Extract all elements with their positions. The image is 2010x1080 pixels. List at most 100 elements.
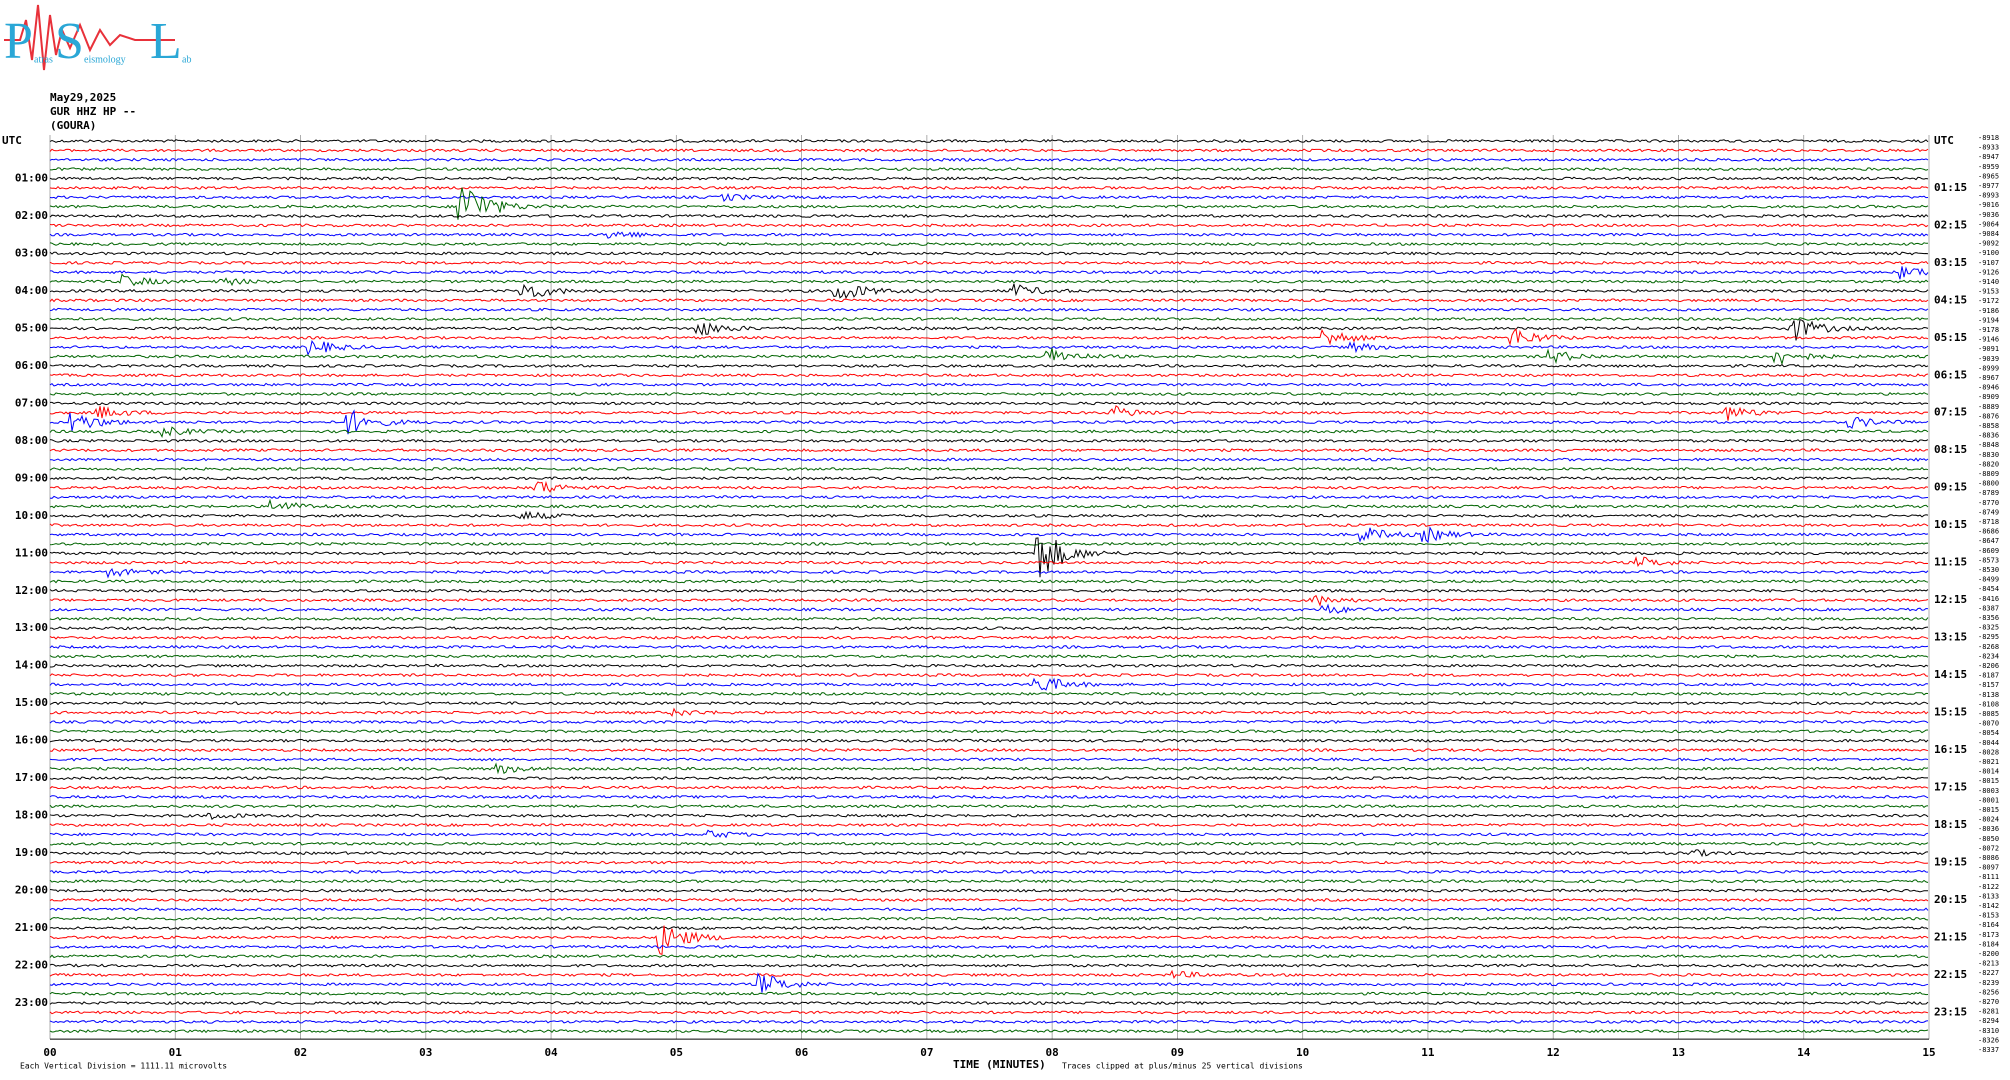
trace [49,925,1929,955]
x-tick-label: 03 [419,1046,432,1059]
trace [49,748,1929,752]
trace [49,498,1929,510]
trace-value: -8789 [1978,489,1999,497]
trace-value: -8187 [1978,672,1999,680]
trace [50,266,1929,280]
trace-value: -8108 [1978,700,1999,708]
trace-value: -8993 [1978,192,1999,200]
trace [49,1010,1929,1015]
trace-value: -8800 [1978,480,1999,488]
trace [49,283,1929,300]
trace [49,1019,1929,1024]
logo-wave [4,4,175,71]
left-time-label: 03:00 [15,246,48,259]
trace [49,438,1929,443]
trace [49,963,1929,968]
left-time-label: 23:00 [15,996,48,1009]
trace [49,510,1929,520]
trace-value: -8085 [1978,710,1999,718]
trace-value: -8133 [1978,892,1999,900]
right-time-label: 03:15 [1934,256,1967,269]
trace [49,691,1929,696]
trace-value: -8021 [1978,758,1999,766]
right-time-label: UTC [1934,134,1954,147]
trace [49,738,1929,743]
trace-value: -8918 [1978,134,1999,142]
trace-value: -8325 [1978,624,1999,632]
trace-value: -8820 [1978,460,1999,468]
division-note: Each Vertical Division = 1111.11 microvo… [20,1062,227,1071]
trace [49,466,1929,471]
trace-value: -8999 [1978,364,1999,372]
trace-value: -8015 [1978,806,1999,814]
right-time-label: 10:15 [1934,518,1967,531]
trace [49,242,1929,247]
trace-value: -8310 [1978,1027,1999,1035]
trace [49,251,1929,256]
trace [49,841,1929,846]
trace [50,401,1929,406]
trace [50,167,1929,172]
trace [49,391,1929,396]
right-time-label: 09:15 [1934,481,1967,494]
trace-value: -9172 [1978,297,1999,305]
right-time-label: 12:15 [1934,593,1967,606]
trace-value: -8184 [1978,940,1999,948]
trace [49,426,1929,438]
trace-value: -8268 [1978,643,1999,651]
logo-text: ab [182,54,191,65]
trace-value: -8454 [1978,585,1999,593]
trace [49,148,1929,153]
trace-value: -9091 [1978,345,1999,353]
trace [49,635,1929,640]
trace [49,480,1929,493]
trace-value: -8967 [1978,374,1999,382]
trace [50,626,1929,631]
trace-value: -8003 [1978,787,1999,795]
logo-text: eismology [84,54,126,65]
right-time-label: 17:15 [1934,781,1967,794]
trace-value: -9178 [1978,326,1999,334]
trace [49,176,1929,181]
trace [49,616,1929,621]
trace [49,231,1929,239]
right-time-label: 21:15 [1934,930,1967,943]
right-time-label: 15:15 [1934,706,1967,719]
trace-value: -8416 [1978,595,1999,603]
trace [49,776,1928,781]
left-time-label: 16:00 [15,734,48,747]
trace-value: -8157 [1978,681,1999,689]
trace-value: -8239 [1978,979,1999,987]
right-time-label: 22:15 [1934,968,1967,981]
trace [50,729,1929,734]
trace [49,185,1929,190]
trace-value: -8809 [1978,470,1999,478]
trace-value: -9153 [1978,288,1999,296]
trace-value: -8909 [1978,393,1999,401]
right-time-label: 01:15 [1934,181,1967,194]
trace-value: -8111 [1978,873,1999,881]
trace-value: -8173 [1978,931,1999,939]
trace [49,916,1929,921]
trace-value: -8044 [1978,739,1999,747]
trace [49,794,1929,799]
trace [49,594,1929,607]
left-time-label: 02:00 [15,209,48,222]
trace [49,926,1929,931]
trace-value: -8281 [1978,1008,1999,1016]
right-time-label: 13:15 [1934,631,1967,644]
trace-value: -8072 [1978,844,1999,852]
trace [49,869,1929,874]
trace-value: -8686 [1978,528,1999,536]
left-time-label: 22:00 [15,959,48,972]
trace-value: -8946 [1978,384,1999,392]
trace-value: -8138 [1978,691,1999,699]
trace-value: -8933 [1978,144,1999,152]
trace-value: -8142 [1978,902,1999,910]
trace-value: -8122 [1978,883,1999,891]
trace [49,307,1929,312]
trace [49,537,1929,578]
trace-value: -8749 [1978,508,1999,516]
right-time-label: 18:15 [1934,818,1967,831]
